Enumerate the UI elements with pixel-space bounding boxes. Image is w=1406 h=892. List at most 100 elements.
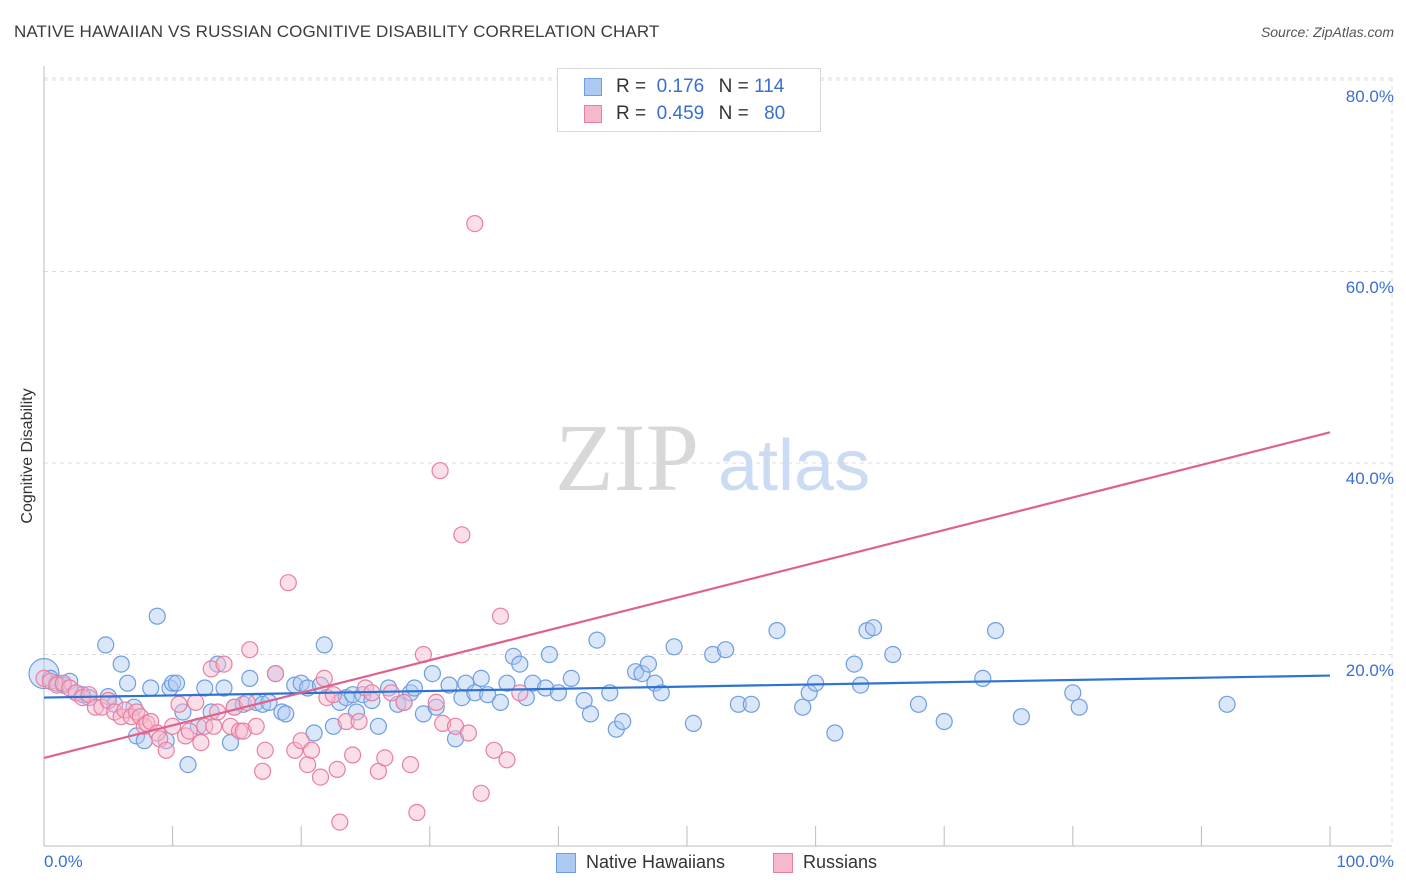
legend-swatch-pink — [584, 105, 602, 123]
legend-row-russians: R = 0.459 N = 80 — [584, 102, 785, 126]
native-hawaiian-point — [324, 717, 342, 735]
native-hawaiian-point — [369, 717, 387, 735]
native-hawaiian-point — [549, 684, 568, 702]
russian-point — [205, 717, 223, 735]
russian-point — [202, 660, 220, 678]
native-hawaiian-point — [174, 703, 192, 721]
russian-point — [221, 717, 240, 735]
russian-point — [215, 655, 233, 673]
russian-point — [302, 741, 321, 759]
russian-point — [315, 669, 333, 688]
russian-point — [234, 722, 252, 740]
russian-point — [466, 215, 484, 233]
native-hawaiian-point — [241, 669, 259, 688]
russian-point — [230, 722, 249, 740]
russian-point — [344, 746, 362, 764]
russian-point — [395, 693, 413, 712]
trend-layer — [43, 431, 1331, 759]
russian-point — [247, 717, 265, 735]
russian-point — [350, 712, 368, 731]
russian-point — [324, 686, 342, 704]
legend-row-native-hawaiians: R = 0.176 N = 114 — [584, 75, 784, 99]
native-hawaiian-trendline — [43, 674, 1331, 699]
native-hawaiian-point — [909, 695, 928, 713]
russian-point — [254, 762, 272, 780]
native-hawaiian-point — [935, 712, 953, 731]
native-hawaiian-point — [742, 695, 760, 713]
legend-n-label: N = — [718, 103, 749, 124]
russian-point — [180, 722, 198, 740]
russian-point — [485, 741, 503, 759]
watermark-atlas: atlas — [718, 426, 870, 506]
y-tick-40: 40.0% — [1345, 469, 1394, 488]
russian-trendline — [43, 431, 1331, 759]
native-hawaiian-point — [588, 631, 606, 649]
native-hawaiian-point — [423, 664, 441, 683]
native-hawaiian-point — [277, 705, 295, 723]
russian-point — [170, 695, 188, 713]
native-hawaiian-point — [684, 714, 703, 733]
legend: R = 0.176 N = 114 R = 0.459 N = 80 — [557, 68, 821, 132]
y-tick-20: 20.0% — [1345, 661, 1394, 680]
legend-r-label: R = — [616, 103, 647, 124]
russian-point — [328, 760, 346, 779]
x-tick-min: 0.0% — [44, 852, 83, 871]
russian-point — [401, 755, 420, 774]
native-hawaiian-point — [524, 674, 542, 692]
russian-point — [187, 693, 205, 712]
native-hawaiian-point — [118, 674, 137, 692]
native-hawaiian-point — [652, 684, 670, 702]
native-hawaiian-point — [1070, 698, 1088, 716]
native-hawaiian-point — [491, 693, 510, 712]
russian-point — [331, 813, 349, 831]
russian-point — [498, 751, 516, 769]
native-hawaiian-point — [794, 698, 812, 716]
native-hawaiian-point — [845, 655, 863, 673]
russian-point — [311, 768, 330, 786]
native-hawaiian-point — [626, 663, 645, 681]
native-hawaiian-point — [315, 636, 333, 654]
russian-point — [122, 708, 140, 726]
russian-point — [459, 724, 477, 742]
bottom-legend-native-hawaiians: Native Hawaiians — [556, 852, 725, 873]
legend-r-value: 0.176 — [656, 76, 705, 97]
watermark: ZIP atlas — [555, 404, 870, 511]
russian-point — [192, 733, 210, 752]
y-tick-80: 80.0% — [1345, 87, 1394, 106]
native-hawaiian-point — [511, 655, 529, 673]
russian-point — [453, 526, 471, 544]
native-hawaiian-point — [581, 705, 600, 723]
legend-n-value: 80 — [764, 103, 786, 124]
legend-swatch-blue — [584, 78, 602, 96]
axes — [43, 66, 1392, 847]
native-hawaiian-point — [1064, 684, 1082, 702]
native-hawaiian-point — [768, 621, 786, 640]
native-hawaiian-point — [472, 669, 490, 688]
native-hawaiian-point — [148, 607, 166, 625]
legend-n-label: N = — [718, 76, 749, 97]
russian-point — [337, 712, 355, 731]
bottom-legend-swatch-pink — [773, 852, 793, 873]
native-hawaiian-point — [498, 674, 516, 692]
x-tick-max: 100.0% — [1336, 852, 1394, 871]
native-hawaiian-point — [1218, 695, 1236, 713]
native-hawaiian-point — [986, 621, 1005, 640]
native-hawaiian-point — [729, 695, 748, 713]
source-credit: Source: ZipAtlas.com — [1260, 24, 1394, 40]
native-hawaiian-point — [633, 664, 651, 683]
russian-point — [472, 784, 490, 802]
points-layer — [28, 215, 1236, 831]
native-hawaiian-point — [1012, 708, 1031, 726]
russian-point — [157, 741, 175, 759]
russian-point — [434, 714, 452, 733]
russian-point — [376, 749, 394, 767]
native-hawaiian-point — [405, 679, 423, 697]
russian-point — [241, 641, 259, 659]
native-hawaiian-point — [864, 619, 883, 637]
legend-n-value: 114 — [754, 76, 785, 97]
native-hawaiian-point — [215, 679, 233, 697]
native-hawaiian-point — [427, 698, 445, 716]
native-hawaiian-point — [826, 724, 844, 742]
russian-point — [299, 755, 317, 774]
